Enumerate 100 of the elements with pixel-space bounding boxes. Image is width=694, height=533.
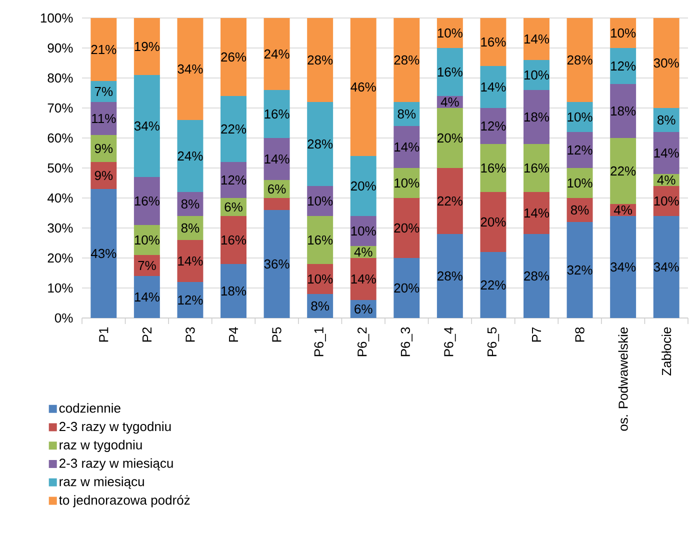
bar — [307, 102, 334, 186]
bar — [90, 18, 117, 81]
data-label: 18% — [221, 286, 246, 296]
bar — [480, 108, 506, 144]
data-label: 20% — [394, 283, 420, 293]
bar — [134, 176, 160, 225]
data-label: 24% — [178, 151, 203, 161]
bar — [264, 18, 290, 90]
data-label: 20% — [480, 217, 506, 227]
bar — [307, 186, 334, 216]
data-label: 12% — [221, 175, 246, 185]
data-label: 21% — [91, 44, 116, 54]
bar — [524, 234, 550, 318]
bar — [264, 210, 290, 318]
bar — [90, 188, 117, 318]
x-tick-label: P2 — [142, 327, 152, 342]
y-tick-label: 70% — [48, 103, 73, 113]
data-label: 14% — [394, 142, 420, 152]
bar — [350, 156, 376, 216]
x-tick-label: P6_3 — [400, 327, 412, 356]
data-label: 26% — [221, 52, 246, 62]
bar — [480, 192, 506, 252]
bar — [653, 18, 680, 108]
bar — [653, 108, 680, 132]
data-label: 28% — [394, 55, 420, 65]
data-label: 14% — [524, 34, 550, 44]
data-label: 28% — [438, 271, 462, 281]
bar — [177, 18, 204, 120]
bar — [90, 162, 117, 189]
bar — [566, 132, 593, 168]
data-label: 28% — [308, 139, 333, 149]
data-label: 30% — [654, 58, 679, 68]
y-tick-label: 30% — [48, 223, 73, 233]
y-tick-label: 100% — [40, 13, 73, 23]
bar — [220, 216, 246, 264]
data-label: 7% — [94, 86, 113, 96]
bar — [394, 168, 420, 198]
y-tick-label: 20% — [48, 253, 73, 263]
data-label: 8% — [181, 223, 200, 233]
data-label: 8% — [658, 115, 676, 125]
bar — [480, 144, 506, 192]
bar — [394, 18, 420, 102]
x-tick-label: P4 — [229, 327, 238, 342]
bar — [264, 90, 290, 138]
bar — [480, 252, 506, 318]
data-label: 14% — [524, 208, 550, 218]
data-label: 32% — [567, 265, 592, 275]
data-label: 10% — [351, 226, 376, 236]
bar — [566, 198, 593, 222]
bar — [177, 120, 204, 192]
bar — [610, 216, 636, 318]
data-label: 8% — [398, 109, 416, 119]
data-label: 16% — [481, 37, 506, 47]
bar — [134, 18, 160, 75]
data-label: 10% — [308, 274, 333, 284]
data-label: 16% — [134, 196, 160, 206]
x-tick-label: P6_2 — [358, 327, 370, 356]
bar — [307, 264, 334, 294]
data-label: 10% — [654, 196, 679, 206]
data-label: 16% — [481, 163, 506, 173]
data-label: 18% — [611, 106, 636, 116]
data-label: 10% — [134, 235, 160, 245]
data-label: 10% — [394, 178, 420, 188]
data-label: 9% — [94, 170, 113, 180]
bar — [264, 198, 290, 210]
data-label: 14% — [134, 292, 160, 302]
bar — [220, 18, 246, 96]
data-label: 16% — [438, 67, 462, 77]
data-label: 24% — [264, 49, 290, 59]
bar — [480, 66, 506, 108]
bar — [524, 18, 550, 60]
bar — [350, 18, 376, 156]
bar — [90, 80, 117, 102]
legend-label: to jednorazowa podróż — [59, 495, 190, 508]
bar — [134, 74, 160, 177]
legend-label: 2-3 razy w tygodniu — [60, 422, 171, 434]
data-label: 10% — [568, 112, 592, 122]
data-label: 14% — [654, 148, 679, 158]
bar — [220, 162, 246, 198]
data-label: 9% — [94, 144, 113, 154]
data-label: 22% — [221, 124, 246, 134]
legend-label: codziennie — [59, 403, 120, 413]
bar — [177, 192, 204, 216]
data-label: 4% — [354, 247, 372, 257]
bar — [90, 102, 117, 135]
bar — [610, 84, 636, 138]
data-label: 8% — [181, 199, 200, 209]
data-label: 10% — [308, 196, 333, 206]
data-label: 28% — [308, 55, 333, 65]
data-label: 20% — [438, 133, 462, 143]
legend-label: raz w tygodniu — [60, 440, 142, 452]
bar — [436, 108, 463, 168]
data-label: 14% — [481, 82, 506, 92]
data-label: 43% — [90, 248, 116, 258]
data-label: 34% — [178, 64, 203, 74]
bar — [653, 186, 680, 216]
data-label: 12% — [611, 61, 636, 71]
data-label: 12% — [568, 145, 592, 155]
bar — [220, 96, 246, 162]
data-label: 8% — [311, 301, 330, 311]
